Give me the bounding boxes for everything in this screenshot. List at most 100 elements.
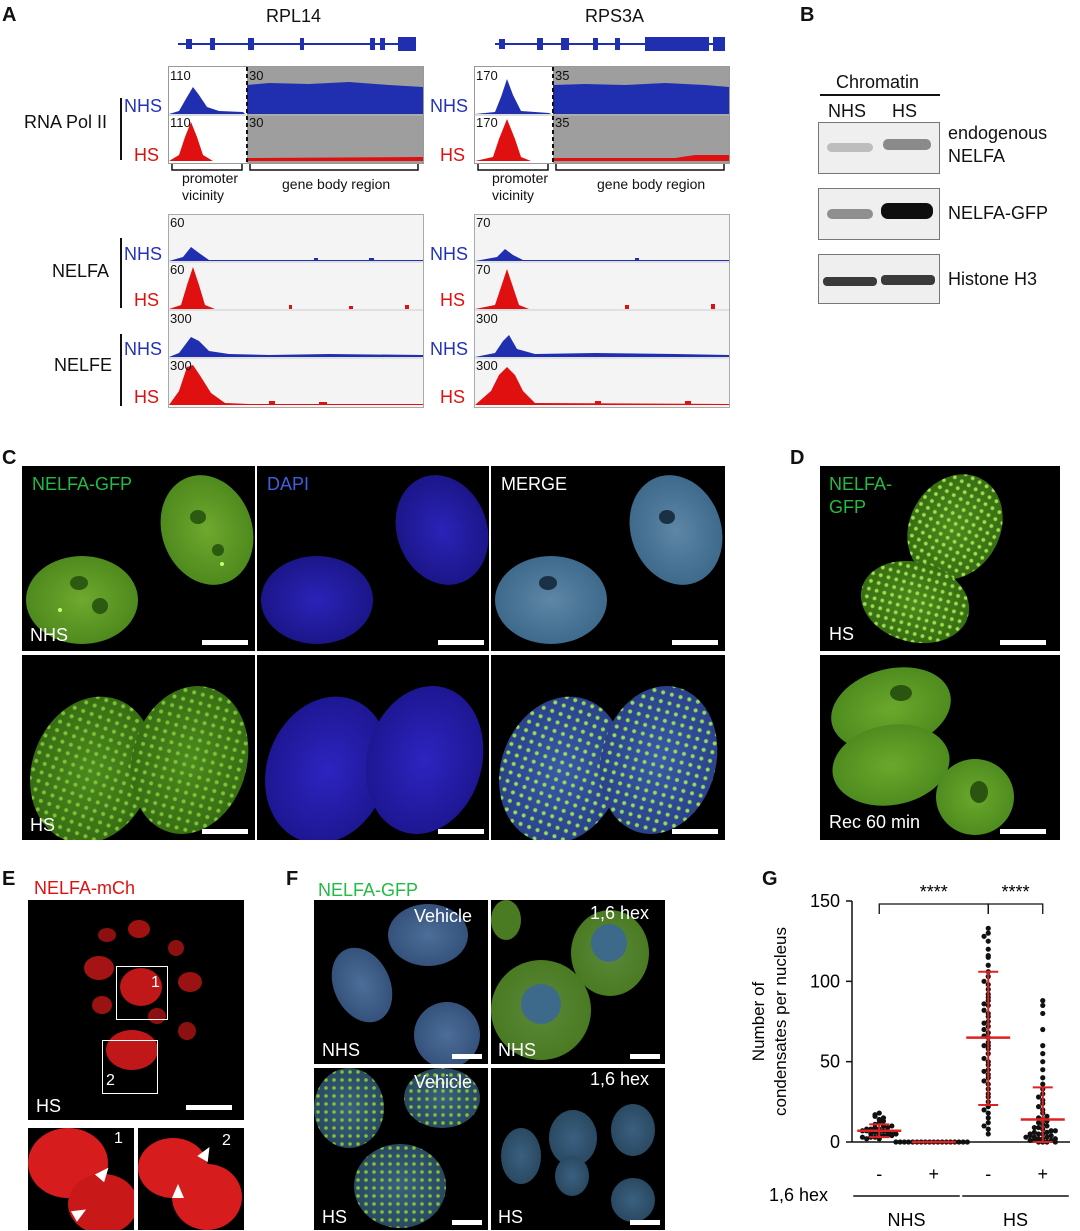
- data-point: [981, 978, 987, 984]
- data-point: [1035, 1094, 1042, 1100]
- condition-nhs: NHS: [124, 339, 163, 359]
- panel-label-d: D: [790, 447, 805, 469]
- scale-value: 170: [476, 68, 498, 83]
- channel-label-gfp: NELFA-: [829, 474, 893, 494]
- micrograph-c-dapi-nhs: [257, 466, 489, 651]
- scale-value: 70: [476, 262, 491, 277]
- data-point: [1031, 1129, 1037, 1135]
- region-body-label: gene body region: [597, 176, 706, 192]
- region-brackets-rpl14: [171, 164, 419, 171]
- data-point: [1048, 1132, 1054, 1139]
- data-point: [985, 925, 991, 931]
- scale-bar: [202, 829, 248, 834]
- y-axis-label: Number of: [749, 982, 768, 1062]
- micrograph-f-hs-vehicle: [314, 1068, 488, 1230]
- condition-label-hs: HS: [36, 1096, 62, 1116]
- gene-name-rps3a: RPS3A: [585, 6, 645, 26]
- channel-label-gfp: NELFA-GFP: [318, 880, 419, 900]
- data-point: [1027, 1137, 1033, 1143]
- panel-label-f: F: [286, 868, 299, 890]
- scale-bar: [630, 1220, 660, 1225]
- region-promoter-label: promoter: [182, 170, 239, 186]
- data-point: [1035, 1136, 1042, 1142]
- data-point: [1040, 1043, 1046, 1049]
- data-point: [1031, 1124, 1037, 1131]
- micrograph-e: 1 2: [28, 900, 244, 1120]
- fraction-line: [820, 94, 940, 96]
- data-point: [1044, 1129, 1050, 1135]
- data-point: [981, 933, 987, 939]
- scale-bar: [202, 640, 248, 645]
- y-tick-label: 150: [810, 891, 840, 911]
- y-axis-label: condensates per nucleus: [771, 927, 790, 1116]
- data-point: [985, 1131, 991, 1137]
- lane-label-hs: HS: [892, 101, 918, 121]
- scale-value: 300: [476, 311, 498, 326]
- micrograph-c-gfp-hs: [22, 655, 255, 840]
- group-bracket-nelfa: [120, 238, 122, 308]
- micrograph-c-merge-nhs: [491, 466, 725, 651]
- region-body-label: gene body region: [282, 176, 391, 192]
- data-point: [956, 1139, 962, 1145]
- scale-value: 35: [555, 115, 570, 130]
- condition-hs: HS: [440, 145, 466, 165]
- data-point: [1044, 1113, 1050, 1119]
- condition-label-nhs: NHS: [498, 1040, 537, 1060]
- data-point: [905, 1139, 912, 1145]
- group-label: HS: [1003, 1210, 1028, 1230]
- box-label-1: 1: [151, 974, 160, 991]
- data-point: [1044, 1134, 1050, 1140]
- fraction-label: Chromatin: [836, 72, 920, 92]
- condensate-scatter-chart: 0 50 100 150 Number of condensates per nucleu…: [749, 882, 1070, 1230]
- panel-label-c: C: [2, 447, 17, 469]
- data-point: [1044, 1123, 1050, 1129]
- data-point: [981, 1107, 987, 1113]
- group-bracket-nelfe: [120, 334, 122, 406]
- data-point: [985, 1115, 991, 1121]
- condition-label-hs: HS: [322, 1207, 348, 1227]
- micrograph-c-dapi-hs: [257, 655, 489, 840]
- scale-value: 170: [476, 115, 498, 130]
- data-point: [897, 1139, 903, 1145]
- treatment-sign: +: [1037, 1164, 1048, 1184]
- gene-name-rpl14: RPL14: [266, 6, 322, 26]
- data-point: [981, 1068, 987, 1074]
- condition-nhs: NHS: [430, 244, 469, 264]
- gene-model-rpl14: [178, 37, 416, 51]
- track-polii-rps3a: [474, 66, 730, 164]
- data-point: [985, 1110, 991, 1116]
- condition-hs: HS: [134, 387, 160, 407]
- micrograph-e-zoom-1: 1: [28, 1128, 134, 1230]
- data-point: [876, 1116, 882, 1123]
- data-point: [872, 1112, 878, 1118]
- data-point: [985, 938, 991, 944]
- treatment-sign: -: [876, 1164, 882, 1184]
- region-brackets-rps3a: [477, 164, 725, 171]
- row-label-hs: HS: [30, 815, 56, 835]
- data-point: [1052, 1128, 1058, 1134]
- micrograph-d-hs: [820, 466, 1060, 651]
- box-label-2: 2: [222, 1132, 231, 1149]
- data-point: [981, 1020, 987, 1026]
- data-point: [893, 1131, 899, 1137]
- micrograph-e-zoom-2: 2: [138, 1128, 244, 1230]
- data-point: [985, 930, 991, 936]
- scale-value: 110: [170, 68, 191, 83]
- micrograph-c-merge-hs: [491, 655, 725, 840]
- data-point: [1040, 1067, 1046, 1073]
- panel-label-b: B: [800, 4, 815, 26]
- channel-label-merge: MERGE: [501, 474, 568, 494]
- panel-label-e: E: [2, 868, 16, 890]
- significance-label: ****: [920, 882, 948, 902]
- condition-nhs: NHS: [430, 339, 469, 359]
- data-point: [1035, 1124, 1042, 1131]
- scale-bar: [438, 829, 484, 834]
- scale-value: 110: [170, 115, 191, 130]
- blot-endogenous-nelfa: [818, 122, 940, 174]
- band-label: Histone H3: [948, 269, 1038, 289]
- treatment-sign: -: [985, 1164, 991, 1184]
- data-point: [981, 1026, 987, 1033]
- significance-bracket: [987, 903, 1044, 914]
- channel-label-gfp: NELFA-GFP: [32, 474, 133, 494]
- data-point: [1040, 1059, 1046, 1065]
